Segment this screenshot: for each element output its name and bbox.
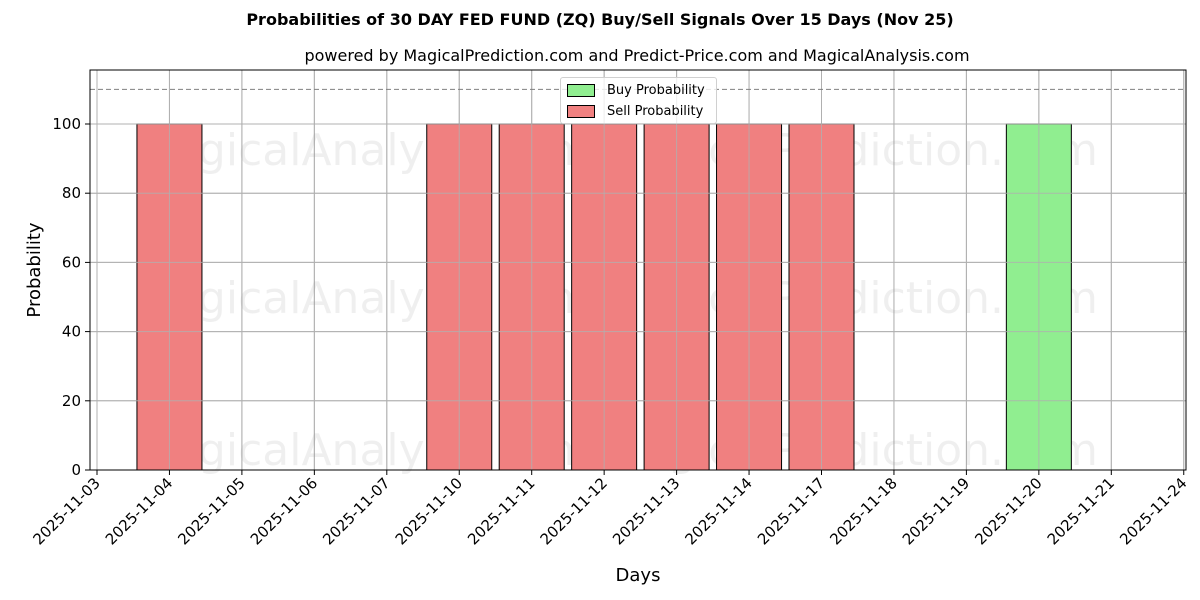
buy-swatch-icon: [567, 83, 595, 97]
legend-buy-label: Buy Probability: [607, 82, 705, 98]
chart-subtitle: powered by MagicalPrediction.com and Pre…: [304, 46, 970, 65]
x-tick-label: 2025-11-24: [1116, 474, 1190, 548]
x-axis-label: Days: [616, 565, 661, 586]
chart-title: Probabilities of 30 DAY FED FUND (ZQ) Bu…: [246, 10, 954, 29]
legend-sell-label: Sell Probability: [607, 103, 704, 119]
legend: Buy Probability Sell Probability: [560, 77, 717, 124]
legend-item-sell: Sell Probability: [567, 102, 703, 120]
y-axis-label: Probability: [24, 222, 45, 317]
y-tick-label: 20: [62, 392, 81, 410]
x-tick-label: 2025-11-10: [392, 474, 466, 548]
x-tick-label: 2025-11-18: [826, 474, 900, 548]
x-tick-label: 2025-11-13: [609, 474, 683, 548]
y-tick-label: 40: [62, 323, 81, 341]
plot-frame: [89, 69, 1187, 471]
x-tick-label: 2025-11-17: [754, 474, 828, 548]
x-tick-label: 2025-11-12: [537, 474, 611, 548]
x-tick-label: 2025-11-14: [681, 474, 755, 548]
x-tick-label: 2025-11-03: [29, 474, 103, 548]
x-axis-ticks: 2025-11-032025-11-042025-11-052025-11-06…: [29, 470, 1191, 548]
y-tick-label: 0: [71, 461, 81, 479]
x-tick-label: 2025-11-20: [971, 474, 1045, 548]
y-tick-label: 60: [62, 253, 81, 271]
x-tick-label: 2025-11-11: [464, 474, 538, 548]
x-tick-label: 2025-11-05: [174, 474, 248, 548]
y-tick-label: 100: [52, 115, 81, 133]
x-tick-label: 2025-11-04: [102, 474, 176, 548]
x-tick-label: 2025-11-21: [1044, 474, 1118, 548]
x-tick-label: 2025-11-19: [899, 474, 973, 548]
x-tick-label: 2025-11-06: [247, 474, 321, 548]
legend-item-buy: Buy Probability: [567, 81, 705, 99]
x-tick-label: 2025-11-07: [319, 474, 393, 548]
sell-swatch-icon: [567, 104, 595, 118]
y-axis-ticks: 0 20 40 60 80 100: [52, 115, 90, 479]
y-tick-label: 80: [62, 184, 81, 202]
